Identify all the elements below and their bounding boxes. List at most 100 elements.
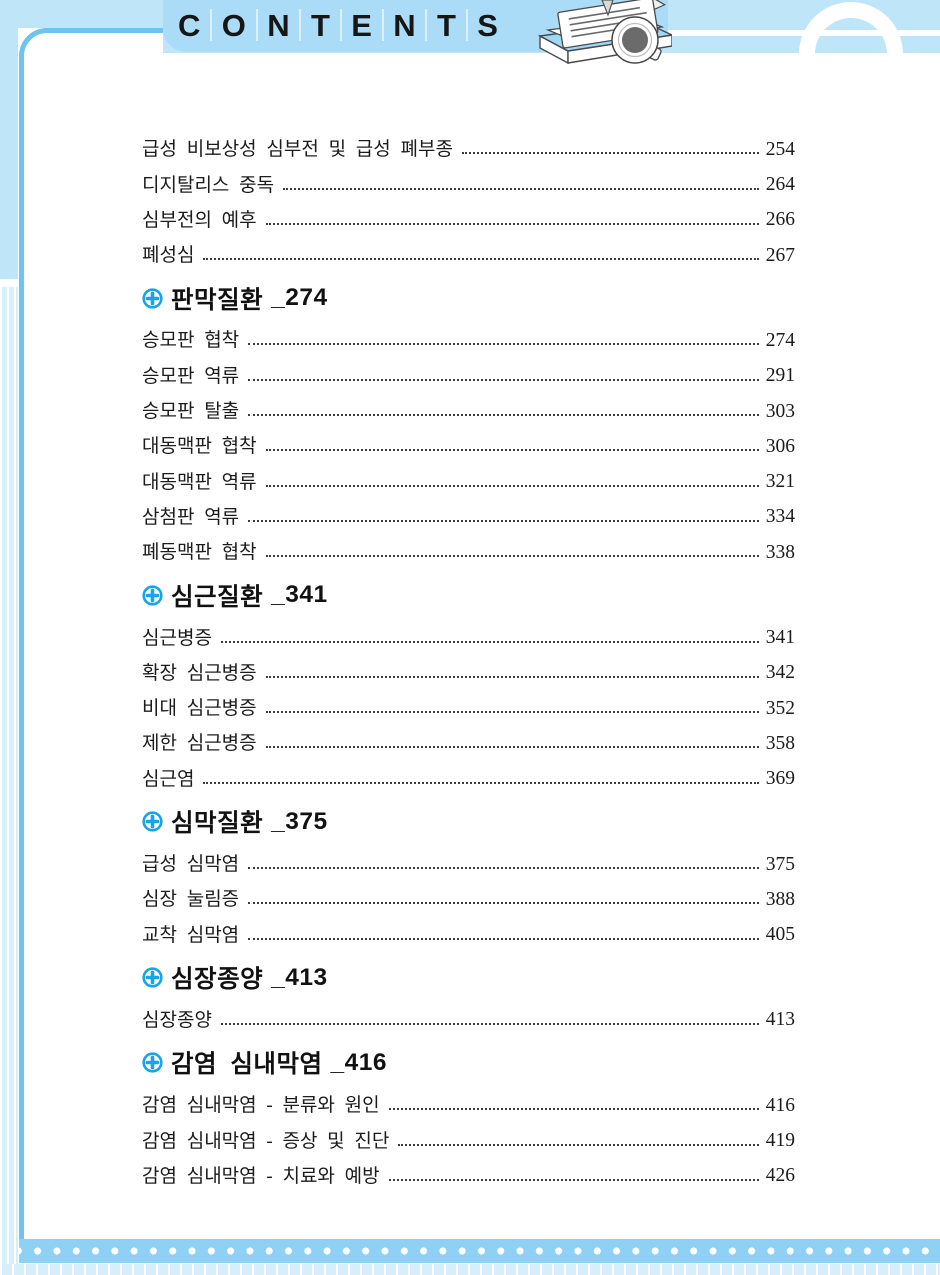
- toc-item: 삼첨판 역류 334: [142, 498, 795, 533]
- medical-plus-icon: [142, 811, 163, 832]
- bottom-ribbed-strip: [0, 1264, 940, 1275]
- dot-leader: [248, 867, 759, 870]
- dot-leader: [265, 711, 759, 714]
- toc-item-title: 심부전의 예후: [142, 209, 257, 231]
- toc-item-page-number: 375: [765, 853, 795, 875]
- content-card-frame: [19, 28, 940, 1239]
- toc-item-title: 급성 심막염: [142, 854, 240, 876]
- letter-separator: [299, 9, 302, 41]
- dot-leader: [265, 746, 759, 749]
- dot-leader: [220, 1022, 759, 1025]
- toc-item-page-number: 416: [765, 1094, 795, 1116]
- toc-item-title: 감염 심내막염 - 치료와 예방: [142, 1165, 380, 1187]
- dot-leader: [248, 937, 759, 940]
- letter-separator: [255, 9, 258, 41]
- toc-item-title: 승모판 협착: [142, 330, 240, 352]
- toc-item: 심근병증 341: [142, 618, 795, 653]
- section-header: 감염 심내막염 _416: [142, 1042, 795, 1084]
- section-title: 심근질환: [171, 583, 264, 611]
- toc-item: 대동맥판 역류 321: [142, 462, 795, 497]
- medical-plus-icon: [142, 288, 163, 309]
- toc-item-title: 폐성심: [142, 245, 195, 267]
- toc-item-page-number: 426: [765, 1165, 795, 1187]
- toc-item-page-number: 334: [765, 506, 795, 528]
- toc-item: 승모판 역류 291: [142, 356, 795, 391]
- toc-item-page-number: 338: [765, 541, 795, 563]
- section-page-number: _413: [271, 963, 328, 991]
- toc-item-page-number: 321: [765, 471, 795, 493]
- toc-item-title: 폐동맥판 협착: [142, 542, 257, 564]
- dot-leader: [265, 484, 759, 487]
- desk-illustration: [537, 0, 672, 64]
- letter-separator: [210, 9, 213, 41]
- toc-item-title: 급성 비보상성 심부전 및 급성 폐부종: [142, 139, 453, 161]
- medical-plus-icon: [142, 1052, 163, 1074]
- toc-item: 폐성심 267: [142, 236, 795, 271]
- letter-separator: [465, 9, 468, 41]
- medical-plus-icon: [142, 585, 163, 606]
- toc-item-page-number: 341: [765, 627, 795, 649]
- contents-letter: E: [351, 7, 372, 43]
- toc-item: 심장 눌림증 388: [142, 880, 795, 915]
- section-items: 승모판 협착 274 승모판 역류 291 승모판 탈출 303 대동맥판 협착 306 대동맥…: [142, 321, 795, 568]
- header-band-left: [0, 0, 163, 28]
- toc-item-title: 비대 심근병증: [142, 698, 257, 720]
- toc-item-page-number: 306: [765, 435, 795, 457]
- letter-separator: [381, 9, 384, 41]
- section-items: 급성 비보상성 심부전 및 급성 폐부종 254 디지탈리스 중독 264 심부전의 예…: [142, 130, 795, 271]
- toc-item-page-number: 303: [765, 400, 795, 422]
- dot-leader: [248, 519, 759, 522]
- dot-leader: [248, 414, 759, 417]
- toc-item-title: 심근병증: [142, 627, 212, 649]
- contents-letter: T: [310, 7, 330, 43]
- toc-item-title: 승모판 탈출: [142, 401, 240, 423]
- toc-item: 감염 심내막염 - 분류와 원인 416: [142, 1086, 795, 1121]
- section-items: 감염 심내막염 - 분류와 원인 416 감염 심내막염 - 증상 및 진단 419 감…: [142, 1086, 795, 1192]
- section-title: 판막질환: [171, 286, 264, 314]
- toc-item-title: 삼첨판 역류: [142, 506, 240, 528]
- section-page-number: _375: [271, 807, 328, 835]
- toc-item-page-number: 419: [765, 1130, 795, 1152]
- contents-letter: N: [393, 7, 416, 43]
- toc-item: 디지탈리스 중독 264: [142, 165, 795, 200]
- section-header: 심장종양 _413: [142, 957, 795, 999]
- toc-item-title: 교착 심막염: [142, 924, 240, 946]
- left-margin-ribbed-strip: [0, 287, 18, 1275]
- section-header: 판막질환 _274: [142, 277, 795, 319]
- toc-item-page-number: 352: [765, 697, 795, 719]
- toc-item: 비대 심근병증 352: [142, 689, 795, 724]
- dot-leader: [248, 378, 759, 381]
- toc-item: 대동맥판 협착 306: [142, 427, 795, 462]
- toc-item: 감염 심내막염 - 증상 및 진단 419: [142, 1121, 795, 1156]
- toc-item: 감염 심내막염 - 치료와 예방 426: [142, 1157, 795, 1192]
- toc-item-title: 승모판 역류: [142, 365, 240, 387]
- section-items: 급성 심막염 375 심장 눌림증 388 교착 심막염 405: [142, 845, 795, 951]
- dot-leader: [265, 449, 759, 452]
- toc-item: 제한 심근병증 358: [142, 724, 795, 759]
- toc-item-page-number: 267: [765, 244, 795, 266]
- toc-item-title: 디지탈리스 중독: [142, 174, 275, 196]
- section-page-number: _416: [330, 1048, 388, 1076]
- toc-item-page-number: 388: [765, 888, 795, 910]
- dot-leader: [248, 343, 759, 346]
- dot-leader: [265, 222, 759, 225]
- toc-item: 심장종양 413: [142, 1001, 795, 1036]
- contents-letter: S: [477, 7, 498, 43]
- toc-item: 심근염 369: [142, 759, 795, 794]
- toc-item: 승모판 탈출 303: [142, 392, 795, 427]
- section-header: 심막질환 _375: [142, 801, 795, 843]
- dot-leader: [220, 640, 759, 643]
- letter-separator: [339, 9, 342, 41]
- toc-item-page-number: 413: [765, 1009, 795, 1031]
- coffee-cup-icon: [611, 16, 662, 64]
- contents-letter: O: [221, 7, 246, 43]
- toc-item-title: 확장 심근병증: [142, 662, 257, 684]
- section-title: 심막질환: [171, 810, 264, 838]
- dot-leader: [388, 1108, 759, 1111]
- toc-item-title: 대동맥판 역류: [142, 471, 257, 493]
- toc-item-title: 대동맥판 협착: [142, 436, 257, 458]
- toc-item-title: 감염 심내막염 - 분류와 원인: [142, 1095, 380, 1117]
- section-header: 심근질환 _341: [142, 574, 795, 616]
